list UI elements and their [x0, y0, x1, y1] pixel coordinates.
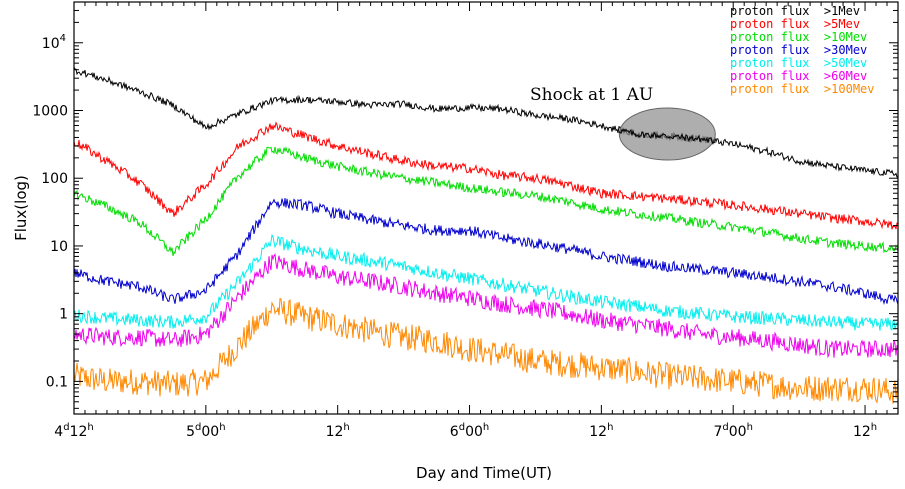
- plot-frame: [73, 1, 899, 415]
- y-tick-label: 10: [50, 239, 68, 255]
- ticks-layer: [73, 1, 899, 414]
- y-tick-label: 104: [42, 33, 66, 52]
- legend-entry: proton flux >100Mev: [730, 82, 875, 96]
- legend-entry: proton flux >5Mev: [730, 17, 860, 31]
- x-axis-label: Day and Time(UT): [416, 464, 552, 482]
- y-axis-label: Flux(log): [12, 175, 30, 241]
- legend-entry: proton flux >30Mev: [730, 43, 867, 57]
- series-line: [74, 121, 898, 230]
- series-layer: [74, 67, 898, 404]
- y-tick-label: 0.1: [46, 374, 68, 390]
- series-line-overlay: [618, 128, 716, 145]
- legend-entry: proton flux >60Mev: [730, 69, 867, 83]
- x-tick-label: 7d00h: [713, 422, 752, 440]
- x-tick-label: 12h: [853, 422, 877, 440]
- y-tick-label: 1: [59, 307, 68, 323]
- shock-annotation: Shock at 1 AU: [530, 85, 653, 105]
- overlay-layer: [618, 128, 716, 145]
- series-line: [74, 197, 898, 305]
- legend-entry: proton flux >10Mev: [730, 30, 867, 44]
- series-line: [74, 67, 898, 179]
- tick-labels: 4d12h 5d00h 12h 6d00h 12h 7d00h 12h 0.1 1 10 100 10…: [32, 33, 877, 440]
- y-tick-label: 100: [41, 171, 68, 187]
- x-tick-label: 12h: [326, 422, 350, 440]
- legend-entry: proton flux >1Mev: [730, 4, 860, 18]
- x-tick-label: 6d00h: [450, 422, 489, 440]
- series-line: [74, 253, 898, 359]
- series-line: [74, 146, 898, 257]
- x-tick-label: 4d12h: [54, 422, 93, 440]
- shock-marker-ellipse: [618, 107, 716, 161]
- series-line: [74, 298, 898, 404]
- legend-entry: proton flux >50Mev: [730, 56, 867, 70]
- series-line: [74, 233, 898, 331]
- y-tick-label: 1000: [32, 103, 68, 119]
- x-tick-label: 12h: [589, 422, 613, 440]
- x-tick-label: 5d00h: [186, 422, 225, 440]
